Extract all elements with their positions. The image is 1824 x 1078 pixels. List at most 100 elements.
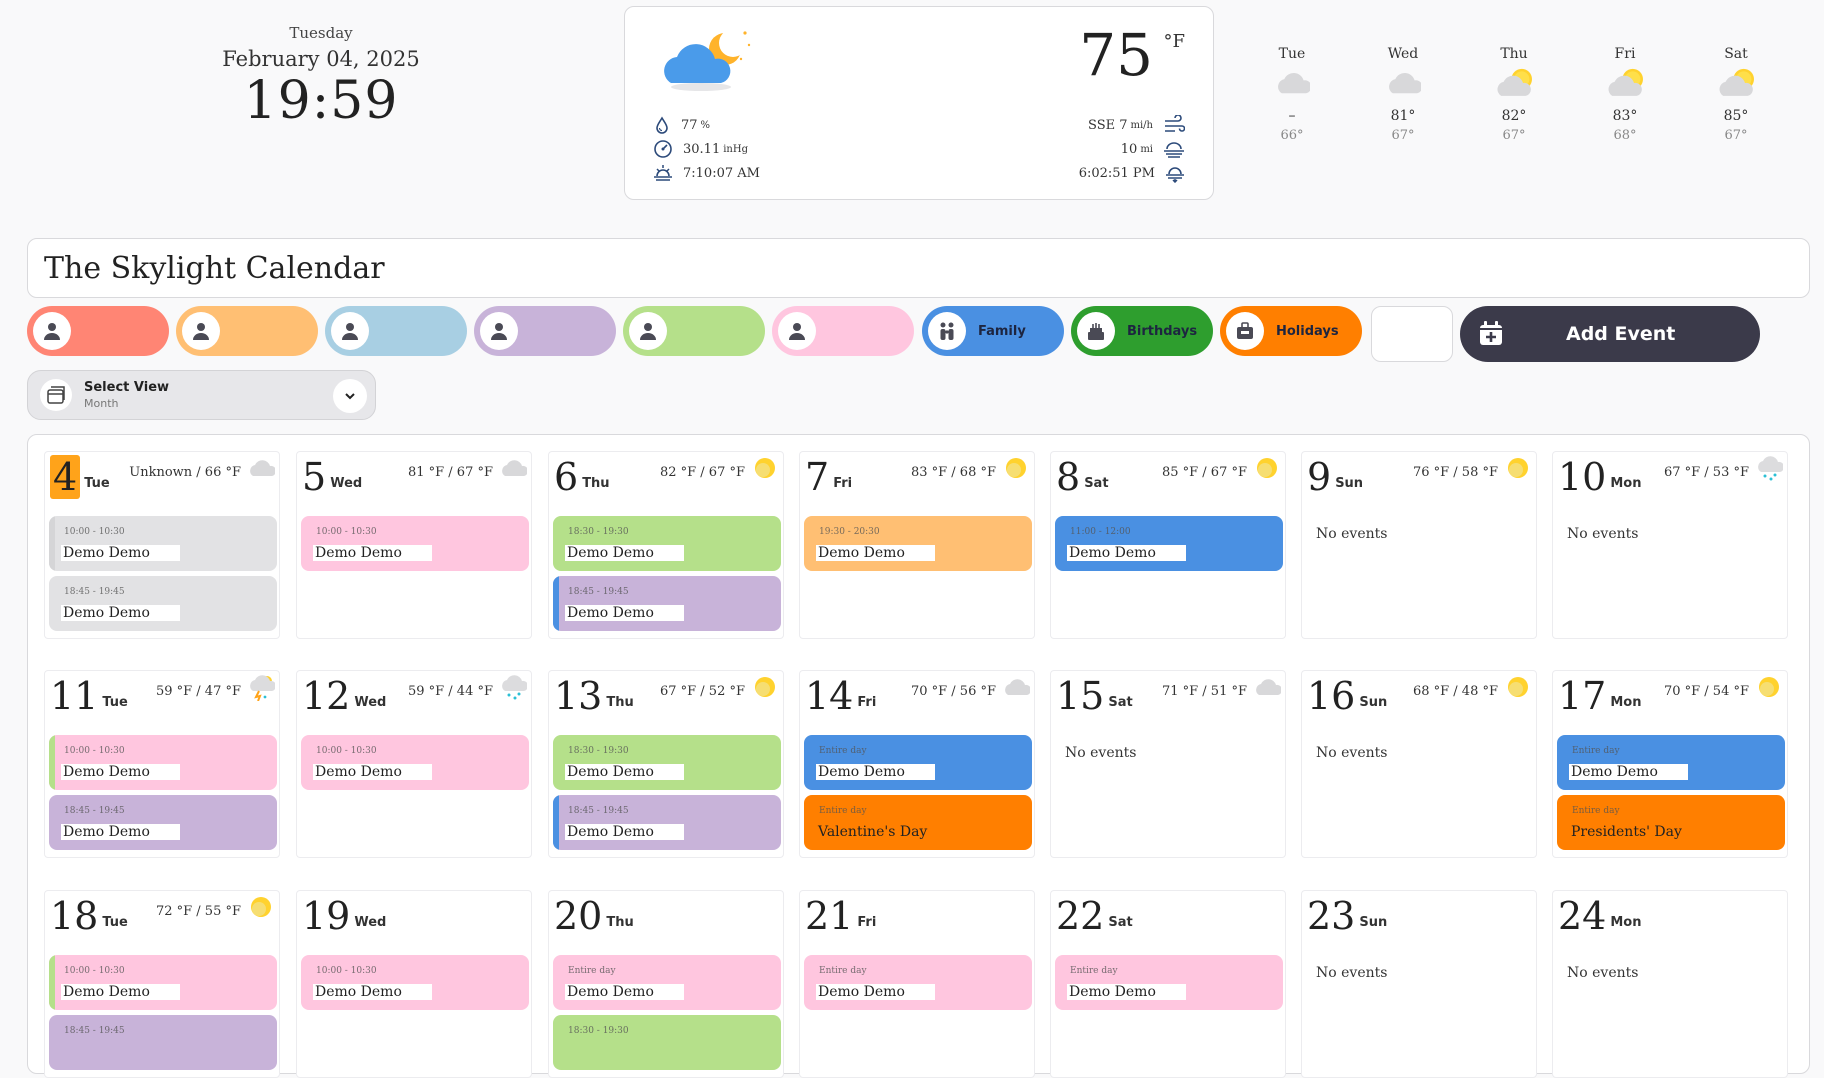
event-card[interactable]: 10:00 - 10:30 Demo Demo <box>49 955 277 1010</box>
clock-time: 19:59 <box>243 71 399 131</box>
calendar-day[interactable]: 14 Fri 70 °F / 56 °F Entire day Demo Demo Ent… <box>799 670 1035 858</box>
calendar-day[interactable]: 23 Sun No events <box>1301 890 1537 1078</box>
calendar-day[interactable]: 16 Sun 68 °F / 48 °F No events <box>1301 670 1537 858</box>
calendar-day[interactable]: 7 Fri 83 °F / 68 °F 19:30 - 20:30 Demo Demo <box>799 451 1035 639</box>
filter-avatar <box>331 312 369 350</box>
day-name: Thu <box>606 915 634 930</box>
event-card[interactable]: 18:30 - 19:30 Demo Demo <box>553 516 781 571</box>
calendar-day[interactable]: 13 Thu 67 °F / 52 °F 18:30 - 19:30 Demo Demo… <box>548 670 784 858</box>
event-card[interactable]: Entire day Demo Demo <box>804 955 1032 1010</box>
day-name: Tue <box>102 695 128 710</box>
event-card[interactable]: 10:00 - 10:30 Demo Demo <box>49 516 277 571</box>
event-card[interactable]: Entire day Demo Demo <box>553 955 781 1010</box>
calendar-day[interactable]: 18 Tue 72 °F / 55 °F 10:00 - 10:30 Demo Demo… <box>44 890 280 1078</box>
add-event-button[interactable]: Add Event <box>1460 306 1760 362</box>
partly-sunny-icon <box>1608 68 1643 96</box>
day-name: Mon <box>1610 476 1642 491</box>
event-card[interactable]: 18:45 - 19:45 Demo Demo <box>553 576 781 631</box>
clock-date: February 04, 2025 <box>222 47 420 71</box>
event-title: Demo Demo <box>565 605 684 621</box>
calendar-day[interactable]: 4 Tue Unknown / 66 °F 10:00 - 10:30 Demo Dem… <box>44 451 280 639</box>
event-time: 18:30 - 19:30 <box>568 746 629 756</box>
day-number: 21 Fri <box>805 894 877 938</box>
event-time: 18:45 - 19:45 <box>64 587 125 597</box>
event-card[interactable]: Entire day Demo Demo <box>1557 735 1785 790</box>
forecast-day: Fri 83° 68° <box>1585 46 1665 143</box>
event-card[interactable]: Entire day Presidents' Day <box>1557 795 1785 850</box>
clock-weekday: Tuesday <box>289 24 353 42</box>
forecast-day-name: Fri <box>1614 46 1636 62</box>
filter-pill[interactable] <box>325 306 467 356</box>
day-number: 12 Wed <box>302 674 387 718</box>
no-events-text: No events <box>1316 745 1388 761</box>
calendar-day[interactable]: 20 Thu Entire day Demo Demo 18:30 - 19:30 <box>548 890 784 1078</box>
filter-pill-holidays[interactable]: Holidays <box>1220 306 1362 356</box>
day-name: Thu <box>606 695 634 710</box>
event-card[interactable]: 10:00 - 10:30 Demo Demo <box>301 955 529 1010</box>
day-number: 7 Fri <box>805 455 853 499</box>
day-name: Wed <box>330 476 363 491</box>
event-card[interactable]: Entire day Demo Demo <box>804 735 1032 790</box>
calendar-day[interactable]: 9 Sun 76 °F / 58 °F No events <box>1301 451 1537 639</box>
wind-icon <box>1165 115 1185 132</box>
calendar-day[interactable]: 17 Mon 70 °F / 54 °F Entire day Demo Demo Ent… <box>1552 670 1788 858</box>
event-card[interactable]: 11:00 - 12:00 Demo Demo <box>1055 516 1283 571</box>
pressure-value: 30.11 <box>683 141 721 157</box>
filter-pill-birthdays[interactable]: Birthdays <box>1071 306 1213 356</box>
calendar-day[interactable]: 19 Wed 10:00 - 10:30 Demo Demo <box>296 890 532 1078</box>
day-name: Mon <box>1610 695 1642 710</box>
forecast-day-name: Thu <box>1500 46 1528 62</box>
filter-pill[interactable] <box>176 306 318 356</box>
forecast-high: – <box>1288 108 1296 124</box>
calendar-day[interactable]: 5 Wed 81 °F / 67 °F 10:00 - 10:30 Demo Demo <box>296 451 532 639</box>
event-card[interactable]: 18:30 - 19:30 Demo Demo <box>553 735 781 790</box>
filter-pill[interactable] <box>27 306 169 356</box>
event-card[interactable]: 10:00 - 10:30 Demo Demo <box>301 516 529 571</box>
calendar-day[interactable]: 6 Thu 82 °F / 67 °F 18:30 - 19:30 Demo Demo 1… <box>548 451 784 639</box>
filter-pill[interactable] <box>623 306 765 356</box>
event-card[interactable]: 18:45 - 19:45 Demo Demo <box>49 576 277 631</box>
calendar-day[interactable]: 8 Sat 85 °F / 67 °F 11:00 - 12:00 Demo Demo <box>1050 451 1286 639</box>
calendar-day[interactable]: 12 Wed 59 °F / 44 °F 10:00 - 10:30 Demo Demo <box>296 670 532 858</box>
forecast-low: 67° <box>1724 128 1748 143</box>
event-card[interactable]: Entire day Valentine's Day <box>804 795 1032 850</box>
event-card[interactable]: 18:30 - 19:30 <box>553 1015 781 1070</box>
day-temperature: 67 °F / 52 °F <box>659 684 745 699</box>
event-card[interactable]: 18:45 - 19:45 Demo Demo <box>553 795 781 850</box>
sunrise-value: 7:10:07 AM <box>683 165 760 181</box>
calendar-day[interactable]: 11 Tue 59 °F / 47 °F 10:00 - 10:30 Demo Demo… <box>44 670 280 858</box>
event-title: Demo Demo <box>565 545 684 561</box>
event-card[interactable]: 18:45 - 19:45 Demo Demo <box>49 795 277 850</box>
filter-label: Birthdays <box>1127 323 1198 339</box>
event-card[interactable]: 19:30 - 20:30 Demo Demo <box>804 516 1032 571</box>
calendar-day[interactable]: 22 Sat Entire day Demo Demo <box>1050 890 1286 1078</box>
event-color-strip <box>553 576 559 631</box>
event-title: Demo Demo <box>313 984 432 1000</box>
forecast-day-name: Wed <box>1387 46 1419 62</box>
calendar-day[interactable]: 24 Mon No events <box>1552 890 1788 1078</box>
day-temperature: 85 °F / 67 °F <box>1161 465 1247 480</box>
select-view-dropdown[interactable]: Select View Month <box>27 370 376 420</box>
rain-icon <box>502 675 529 700</box>
event-card[interactable]: 10:00 - 10:30 Demo Demo <box>49 735 277 790</box>
calendar-day[interactable]: 10 Mon 67 °F / 53 °F No events <box>1552 451 1788 639</box>
chevron-down-icon <box>333 379 367 413</box>
event-time: Entire day <box>1572 806 1620 816</box>
event-card[interactable]: Entire day Demo Demo <box>1055 955 1283 1010</box>
filter-pill-family[interactable]: Family <box>922 306 1064 356</box>
filter-pill[interactable] <box>474 306 616 356</box>
event-time: 18:45 - 19:45 <box>568 587 629 597</box>
blank-filter-button[interactable] <box>1371 306 1453 362</box>
event-color-strip <box>553 795 559 850</box>
filter-avatar <box>480 312 518 350</box>
calendar-day[interactable]: 15 Sat 71 °F / 51 °F No events <box>1050 670 1286 858</box>
select-view-value: Month <box>84 397 119 410</box>
day-number: 15 Sat <box>1056 674 1133 718</box>
event-card[interactable]: 18:45 - 19:45 <box>49 1015 277 1070</box>
filter-label: Holidays <box>1276 323 1339 339</box>
storm-icon <box>250 675 277 702</box>
filter-pill[interactable] <box>772 306 914 356</box>
event-card[interactable]: 10:00 - 10:30 Demo Demo <box>301 735 529 790</box>
day-name: Tue <box>84 476 110 491</box>
calendar-day[interactable]: 21 Fri Entire day Demo Demo <box>799 890 1035 1078</box>
